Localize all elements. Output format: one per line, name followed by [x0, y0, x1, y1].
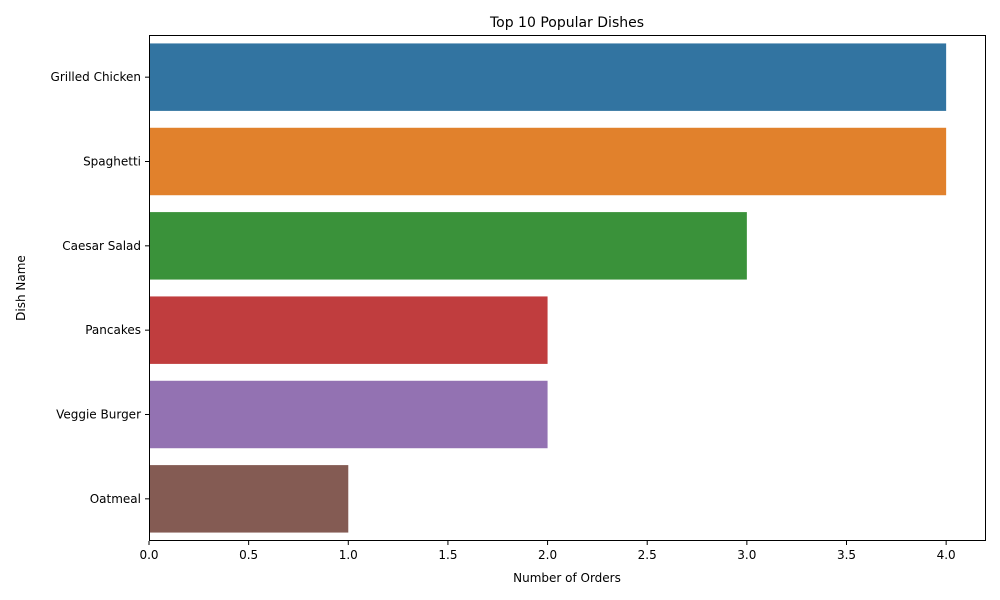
x-tick-label: 3.5: [837, 548, 856, 562]
y-axis-label: Dish Name: [14, 255, 28, 321]
y-tick-label: Oatmeal: [90, 492, 141, 506]
x-tick-label: 1.0: [339, 548, 358, 562]
y-tick-label: Pancakes: [85, 323, 141, 337]
x-tick-label: 4.0: [937, 548, 956, 562]
bar-caesar-salad: [149, 212, 747, 280]
x-tick-label: 1.5: [438, 548, 457, 562]
bars-layer: [149, 43, 947, 533]
y-tick-label: Spaghetti: [83, 155, 141, 169]
x-axis-label: Number of Orders: [513, 571, 621, 585]
x-tick-label: 2.5: [638, 548, 657, 562]
y-tick-label: Grilled Chicken: [51, 70, 141, 84]
y-tick-label: Caesar Salad: [62, 239, 141, 253]
bar-oatmeal: [149, 465, 349, 533]
bar-veggie-burger: [149, 380, 548, 449]
bar-pancakes: [149, 296, 548, 364]
x-tick-label: 0.5: [239, 548, 258, 562]
y-axis-ticks: Grilled Chicken Spaghetti Caesar Salad Panc…: [51, 70, 149, 506]
bar-spaghetti: [149, 127, 947, 196]
x-tick-label: 2.0: [538, 548, 557, 562]
x-tick-label: 0.0: [139, 548, 158, 562]
x-axis-ticks: 0.0 0.5 1.0 1.5 2.0 2.5 3.0 3.5 4.0: [139, 541, 956, 562]
bar-grilled-chicken: [149, 43, 947, 111]
x-tick-label: 3.0: [737, 548, 756, 562]
y-tick-label: Veggie Burger: [56, 408, 141, 422]
chart-title: Top 10 Popular Dishes: [489, 15, 644, 31]
